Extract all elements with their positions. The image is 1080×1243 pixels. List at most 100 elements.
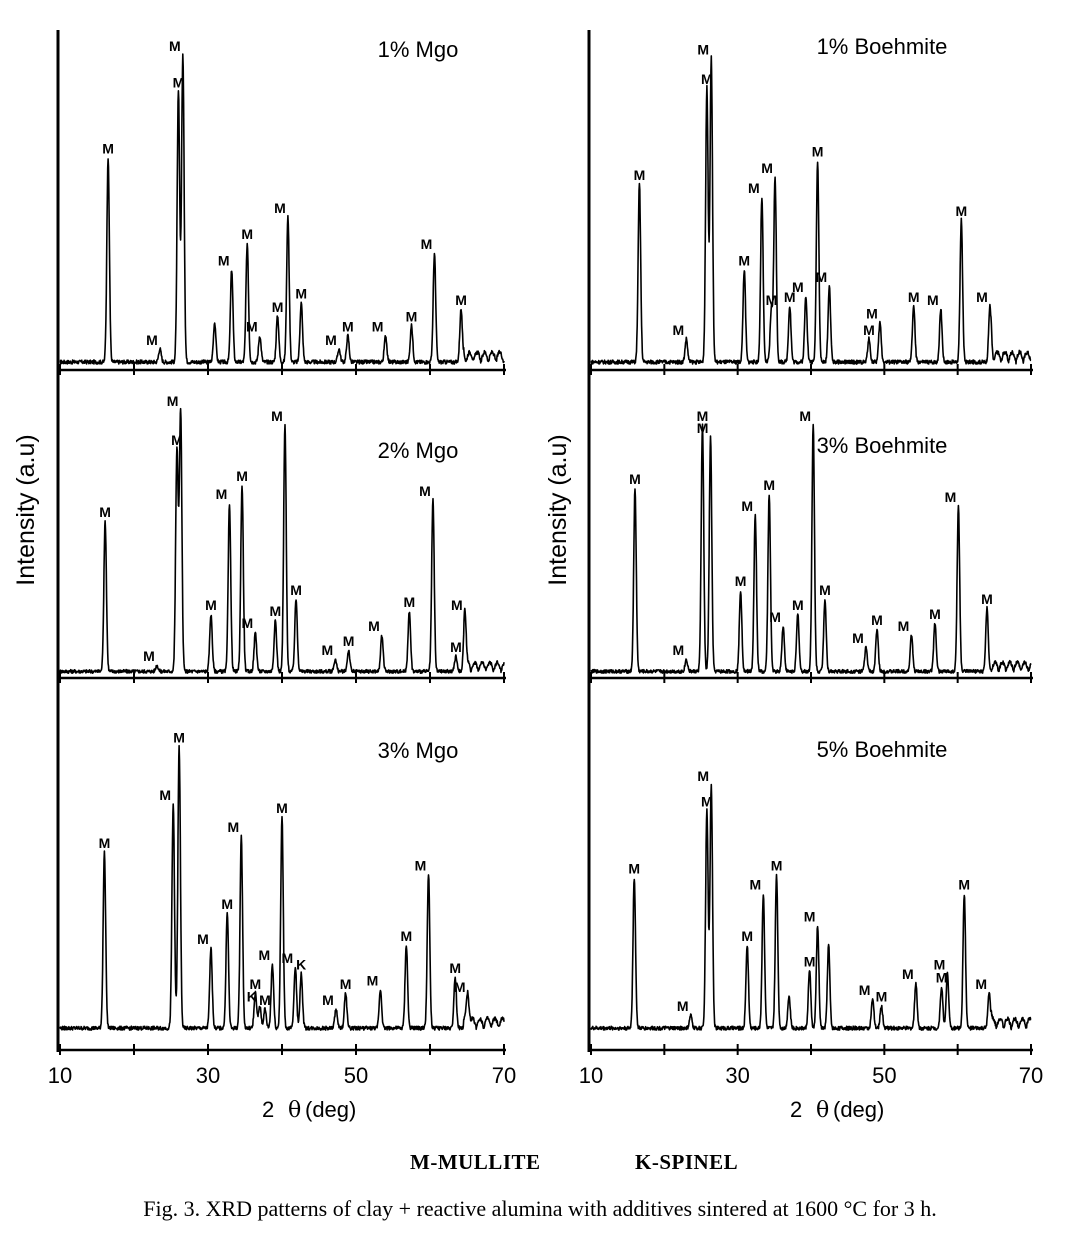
- peak-label: M: [270, 603, 282, 619]
- peak-label: M: [146, 332, 158, 348]
- peak-label: M: [102, 140, 114, 156]
- peak-label: M: [748, 180, 760, 196]
- xlabel-right-unit: (deg): [833, 1097, 884, 1122]
- peak-label: M: [173, 729, 185, 745]
- panel-title: 2% Mgo: [378, 438, 459, 463]
- peak-label: M: [236, 468, 248, 484]
- panel-title: 3% Boehmite: [817, 433, 948, 458]
- x-tick-label: 50: [872, 1063, 896, 1088]
- peak-label: K: [247, 989, 257, 1005]
- peak-label: M: [672, 642, 684, 658]
- xlabel-left-unit: (deg): [305, 1097, 356, 1122]
- xlabel-left: 2 θ (deg): [262, 1097, 356, 1123]
- peak-label: M: [749, 877, 761, 893]
- peak-label: M: [876, 989, 888, 1005]
- peak-label: M: [629, 471, 641, 487]
- peak-label: M: [169, 38, 181, 54]
- peak-label: M: [804, 909, 816, 925]
- legend-mullite: M-MULLITE: [410, 1150, 541, 1174]
- peak-label: M: [99, 835, 111, 851]
- peak-label: M: [246, 319, 258, 335]
- peak-label: M: [701, 793, 713, 809]
- peak-label: M: [766, 292, 778, 308]
- peak-label: M: [159, 787, 171, 803]
- peak-label: M: [167, 393, 179, 409]
- peak-label: M: [342, 319, 354, 335]
- peak-label: M: [741, 498, 753, 514]
- peak-label: M: [340, 976, 352, 992]
- peak-label: M: [325, 332, 337, 348]
- peak-label: M: [241, 226, 253, 242]
- peak-label: M: [697, 408, 709, 424]
- peak-label: M: [701, 71, 713, 87]
- peak-label: M: [99, 504, 111, 520]
- peak-label: M: [792, 279, 804, 295]
- peak-label: M: [250, 976, 262, 992]
- x-tick-label: 50: [344, 1063, 368, 1088]
- peak-label: M: [455, 292, 467, 308]
- panel-title: 3% Mgo: [378, 738, 459, 763]
- peak-label: M: [697, 768, 709, 784]
- peak-label: M: [936, 969, 948, 985]
- ylabel-right: Intensity (a.u): [544, 434, 572, 585]
- peak-label: M: [672, 322, 684, 338]
- peak-label: M: [741, 928, 753, 944]
- peak-label: M: [321, 642, 333, 658]
- peak-label: M: [812, 144, 824, 160]
- peak-label: M: [955, 203, 967, 219]
- peak-label: M: [227, 819, 239, 835]
- peak-label: M: [281, 950, 293, 966]
- peak-label: M: [271, 408, 283, 424]
- peak-label: M: [784, 289, 796, 305]
- peak-label: M: [871, 612, 883, 628]
- peak-label: M: [449, 960, 461, 976]
- x-tick-label: 10: [579, 1063, 603, 1088]
- peak-label: M: [242, 615, 254, 631]
- peak-label: M: [804, 953, 816, 969]
- xlabel-right-prefix: 2: [790, 1097, 802, 1122]
- peak-label: M: [400, 928, 412, 944]
- peak-label: M: [929, 606, 941, 622]
- peak-label: M: [799, 408, 811, 424]
- peak-label: M: [738, 253, 750, 269]
- peak-label: M: [274, 200, 286, 216]
- peak-label: M: [815, 269, 827, 285]
- peak-label: M: [450, 639, 462, 655]
- x-tick-label: 70: [492, 1063, 516, 1088]
- peak-label: M: [677, 998, 689, 1014]
- peak-label: M: [406, 309, 418, 325]
- peak-label: M: [898, 618, 910, 634]
- peak-label: K: [296, 957, 306, 973]
- xrd-trace: [590, 423, 1032, 674]
- peak-label: M: [205, 597, 217, 613]
- ylabel-left: Intensity (a.u): [12, 434, 40, 585]
- peak-label: M: [173, 74, 185, 90]
- x-tick-label: 30: [725, 1063, 749, 1088]
- peak-label: M: [454, 979, 466, 995]
- peak-label: M: [276, 800, 288, 816]
- x-tick-label: 10: [48, 1063, 72, 1088]
- peak-label: M: [259, 992, 271, 1008]
- peak-label: M: [866, 305, 878, 321]
- peak-label: M: [421, 236, 433, 252]
- peak-label: M: [372, 319, 384, 335]
- peak-label: M: [259, 947, 271, 963]
- peak-label: M: [367, 973, 379, 989]
- peak-label: M: [975, 976, 987, 992]
- peak-label: M: [218, 253, 230, 269]
- peak-label: M: [927, 292, 939, 308]
- xrd-trace: [59, 53, 505, 365]
- peak-label: M: [628, 861, 640, 877]
- legend-spinel: K-SPINEL: [635, 1150, 739, 1174]
- xlabel-left-symbol: θ: [288, 1098, 301, 1123]
- peak-label: M: [322, 992, 334, 1008]
- peak-label: M: [171, 432, 183, 448]
- peak-label: M: [403, 594, 415, 610]
- peak-label: M: [763, 477, 775, 493]
